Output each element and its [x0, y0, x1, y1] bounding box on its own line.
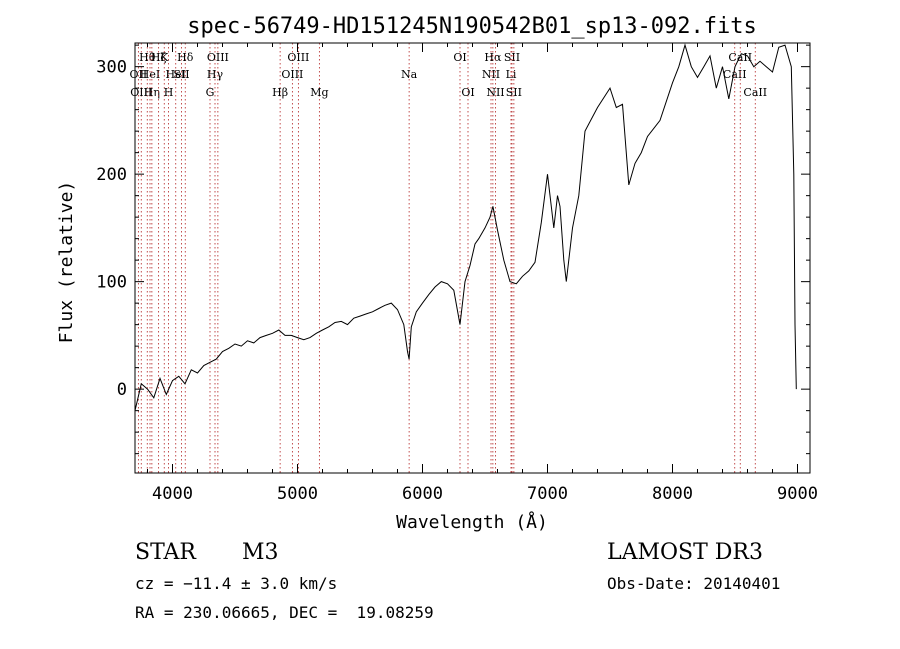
plot-frame: [134, 42, 811, 474]
x-axis-label: Wavelength (Å): [396, 511, 548, 533]
x-tick-label: 5000: [277, 484, 318, 504]
y-tick-label: 300: [96, 58, 127, 78]
line-marker-label: NII: [482, 68, 500, 81]
line-marker-label: OIII: [287, 51, 309, 64]
x-tick-label: 9000: [777, 484, 818, 504]
line-marker-label: Hζ: [151, 51, 167, 64]
line-marker-label: OI: [461, 86, 474, 99]
line-marker-label: Hγ: [207, 68, 224, 81]
x-tick-label: 8000: [652, 484, 693, 504]
line-marker-label: Mg: [310, 86, 328, 99]
line-marker-label: Hθ: [139, 51, 156, 64]
line-marker-label: HeI: [140, 68, 160, 81]
obs-date-text: Obs-Date: 20140401: [607, 574, 781, 593]
coords-text: RA = 230.06665, DEC = 19.08259: [135, 603, 434, 622]
line-marker-label: K: [160, 51, 169, 64]
emission-line-markers: OIIOIIIHθHeIHηHζKHHeISIIHδGHγOIIIHβOIIIO…: [130, 43, 767, 473]
line-marker-label: H: [164, 86, 174, 99]
redshift-text: cz = −11.4 ± 3.0 km/s: [135, 574, 338, 593]
class-label: STAR: [135, 540, 196, 565]
survey-label: LAMOST DR3: [607, 540, 763, 565]
y-tick-label: 0: [117, 380, 127, 400]
subclass-label: M3: [242, 540, 279, 565]
line-marker-label: SII: [506, 86, 522, 99]
line-marker-label: Hα: [484, 51, 502, 64]
line-marker-label: Hδ: [177, 51, 194, 64]
y-tick-label: 200: [96, 165, 127, 185]
line-marker-label: HeI: [166, 68, 186, 81]
x-tick-label: 7000: [527, 484, 568, 504]
line-marker-label: OIII: [281, 68, 303, 81]
line-marker-label: CaII: [743, 86, 767, 99]
chart-title: spec-56749-HD151245N190542B01_sp13-092.f…: [187, 14, 757, 39]
line-marker-label: Na: [401, 68, 418, 81]
line-marker-label: CaII: [723, 68, 747, 81]
line-marker-label: NII: [486, 86, 504, 99]
line-marker-label: G: [206, 86, 215, 99]
x-tick-label: 4000: [152, 484, 193, 504]
line-marker-label: SII: [504, 51, 520, 64]
y-axis-label: Flux (relative): [56, 181, 77, 344]
axis-ticks: 4000 5000 6000 7000 8000 9000 0 100 200 300: [96, 43, 818, 504]
line-marker-label: OIII: [130, 86, 152, 99]
line-marker-label: OIII: [207, 51, 229, 64]
line-marker-label: CaII: [728, 51, 752, 64]
y-tick-label: 100: [96, 273, 127, 293]
line-marker-label: OII: [130, 68, 148, 81]
x-tick-label: 6000: [402, 484, 443, 504]
line-marker-label: SII: [173, 68, 189, 81]
line-marker-label: Hβ: [272, 86, 288, 99]
line-marker-label: Hη: [144, 86, 160, 99]
line-marker-label: OI: [453, 51, 466, 64]
line-marker-label: Li: [506, 68, 517, 81]
flux-series-line: [134, 43, 797, 411]
